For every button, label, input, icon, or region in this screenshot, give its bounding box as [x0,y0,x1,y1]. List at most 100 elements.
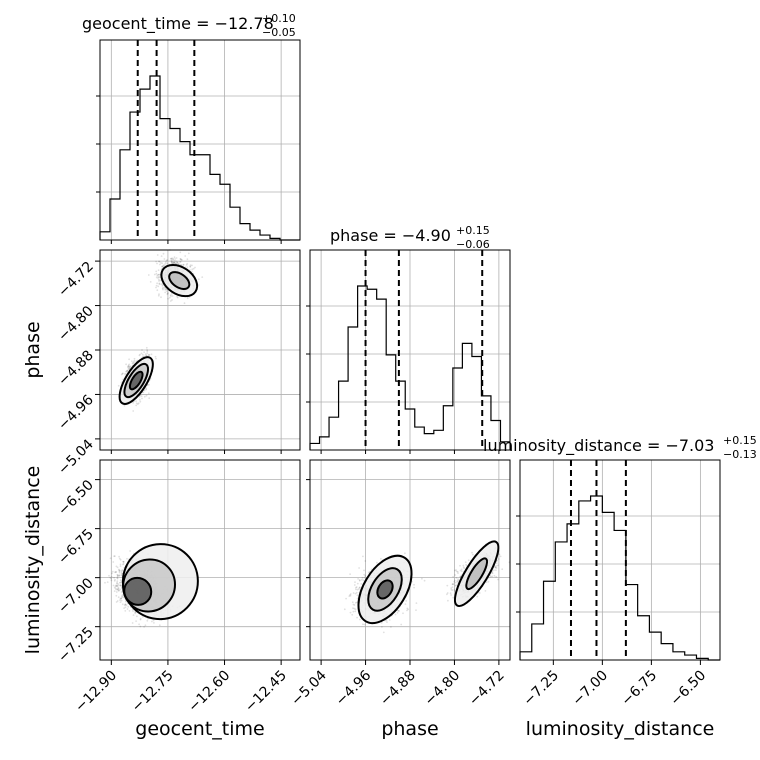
scatter-point [457,580,459,583]
scatter-point [356,601,358,604]
scatter-point [114,571,116,574]
scatter-point [187,252,190,255]
scatter-point [119,563,122,566]
scatter-point [485,581,488,584]
scatter-point [118,568,120,571]
x-tick-label-geocent_time: −12.75 [129,668,177,716]
contour-2_0-1 [122,558,176,613]
scatter-point [176,296,179,299]
scatter-point [415,602,418,604]
scatter-point [119,581,121,584]
scatter-point [405,600,408,602]
scatter-point [175,260,177,263]
scatter-point [144,624,147,627]
scatter-point [361,578,363,581]
scatter-point [126,557,128,560]
scatter-point [462,566,465,569]
scatter-point [144,353,147,356]
scatter-point [172,258,174,261]
scatter-point [156,254,159,256]
scatter-point [171,261,174,263]
scatter-point [446,592,449,594]
scatter-point [157,278,160,281]
scatter-point [179,251,182,254]
scatter-point [113,586,116,589]
scatter-point [114,584,117,587]
scatter-point [156,275,159,277]
scatter-point [164,261,167,264]
scatter-point [362,623,364,626]
scatter-point [156,282,159,285]
scatter-point [197,278,200,281]
scatter-point [402,612,404,615]
scatter-point [106,581,109,583]
scatter-point [135,404,138,407]
scatter-point [113,580,116,582]
scatter-point [148,354,151,356]
scatter-point [354,608,357,611]
scatter-point [358,567,360,569]
scatter-point [164,287,166,290]
scatter-point [170,261,173,263]
scatter-point [122,372,124,375]
scatter-point [356,582,359,585]
scatter-point [348,595,351,597]
scatter-point [169,294,172,296]
scatter-point [121,603,124,606]
scatter-point [355,586,357,589]
scatter-point [145,346,148,349]
xlabel-phase: phase [381,718,438,740]
scatter-point [180,258,183,261]
scatter-point [343,608,346,611]
scatter-point [128,610,131,612]
scatter-point [493,569,495,571]
scatter-point [450,587,453,589]
y-tick-label-luminosity_distance: −6.75 [55,526,97,568]
scatter-point [141,349,143,351]
scatter-point [125,370,127,373]
scatter-point [494,566,497,569]
scatter-point [166,290,168,293]
scatter-point [447,599,449,602]
scatter-point [351,601,354,604]
scatter-point [172,261,175,264]
scatter-point [120,571,123,573]
scatter-point [116,600,119,602]
scatter-point [125,600,127,603]
scatter-point [349,593,352,595]
scatter-point [122,561,125,563]
panel-frame-luminosity_distance [519,459,721,661]
scatter-point [109,557,112,560]
scatter-point [413,583,415,586]
scatter-point [201,276,204,278]
scatter-point [118,569,120,572]
scatter-point [124,603,127,606]
scatter-point [114,587,117,590]
scatter-point [406,609,408,612]
scatter-point [163,264,166,266]
scatter-point [143,351,146,353]
scatter-point [460,568,463,571]
scatter-point [451,589,454,591]
scatter-point [186,266,189,268]
scatter-point [454,581,457,584]
scatter-point [148,397,151,400]
title-phase-minus: −0.06 [456,238,490,251]
scatter-point [176,295,179,298]
x-tick-label-luminosity_distance: −7.00 [570,668,612,710]
scatter-point [170,292,173,295]
scatter-point [125,604,128,607]
scatter-point [471,551,473,554]
scatter-point [147,353,150,356]
scatter-point [186,262,189,265]
scatter-point [113,590,116,592]
scatter-point [117,586,120,589]
scatter-point [165,288,168,290]
x-tick-label-luminosity_distance: −6.75 [619,668,661,710]
scatter-point [157,294,160,297]
scatter-point [131,362,134,365]
scatter-point [129,365,132,367]
contour-1_0-4 [168,271,191,290]
scatter-point [450,594,452,596]
scatter-point [184,255,187,257]
